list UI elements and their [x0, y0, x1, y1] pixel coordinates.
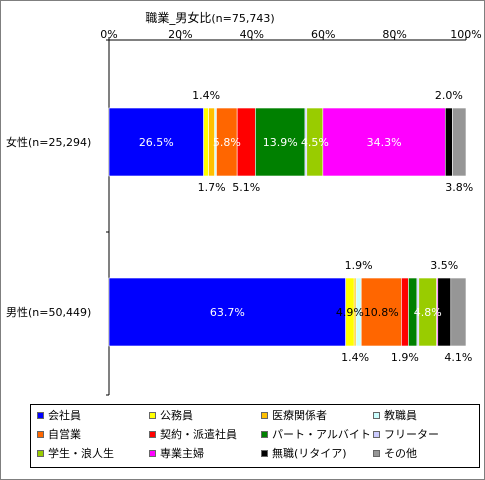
bar-segment [401, 277, 409, 347]
data-label: 13.9% [263, 136, 298, 149]
x-tick-label: 60% [311, 28, 335, 41]
x-tick-label: 0% [100, 28, 117, 41]
category-label: 女性(n=25,294) [6, 135, 91, 149]
legend-item: 専業主婦 [149, 447, 204, 461]
legend-swatch [261, 412, 268, 419]
data-label: 4.1% [444, 351, 472, 364]
bar-segment [108, 277, 346, 347]
x-tick-label: 20% [168, 28, 192, 41]
data-label: 3.5% [430, 259, 458, 272]
legend-label: 教職員 [384, 409, 417, 422]
chart-title: 職業_男女比(n=75,743) [0, 9, 420, 26]
data-label: 4.5% [301, 136, 329, 149]
data-label: 1.9% [345, 259, 373, 272]
legend-item: 医療関係者 [261, 409, 327, 423]
x-tick-label: 40% [240, 28, 264, 41]
x-tick-label: 100% [450, 28, 481, 41]
legend-swatch [149, 450, 156, 457]
legend-label: 学生・浪人生 [48, 447, 114, 460]
legend-label: パート・アルバイト [272, 428, 371, 441]
data-label: 34.3% [367, 136, 402, 149]
data-label: 5.8% [213, 136, 241, 149]
chart-plot: 0% 20% 40% 60% 80% 100% 女性(n=25,294) 男性(n=50,44… [6, 28, 482, 396]
data-label: 5.1% [232, 181, 260, 194]
legend-item: 学生・浪人生 [37, 447, 114, 461]
bar-segment [452, 107, 467, 177]
bar-segment [450, 277, 467, 347]
x-tick-label: 80% [382, 28, 406, 41]
data-label: 1.9% [391, 351, 419, 364]
legend-swatch [37, 450, 44, 457]
legend-item: フリーター [373, 428, 439, 442]
legend-label: 自営業 [48, 428, 81, 441]
legend-item: 会社員 [37, 409, 81, 423]
legend-item: パート・アルバイト [261, 428, 371, 442]
legend-label: 契約・派遣社員 [160, 428, 237, 441]
legend-label: 無職(リタイア) [272, 447, 347, 460]
legend-item: 自営業 [37, 428, 81, 442]
data-label: 63.7% [210, 306, 245, 319]
legend-label: 会社員 [48, 409, 81, 422]
bar-segment [203, 107, 209, 177]
legend-label: 専業主婦 [160, 447, 204, 460]
legend-swatch [373, 450, 380, 457]
data-label: 10.8% [364, 306, 399, 319]
legend-swatch [149, 412, 156, 419]
chart-title-text: 職業_男女比 [145, 11, 212, 25]
data-label: 2.0% [435, 89, 463, 102]
legend-swatch [373, 431, 380, 438]
legend-item: 無職(リタイア) [261, 447, 347, 461]
legend-item: 公務員 [149, 409, 193, 423]
legend-label: 公務員 [160, 409, 193, 422]
chart-legend: 会社員 公務員 医療関係者 教職員自営業 契約・派遣社員 パート・アルバイト フリーター学生… [30, 404, 480, 468]
legend-swatch [373, 412, 380, 419]
legend-swatch [261, 450, 268, 457]
legend-label: その他 [384, 447, 417, 460]
legend-label: 医療関係者 [272, 409, 327, 422]
legend-swatch [149, 431, 156, 438]
data-label: 1.4% [341, 351, 369, 364]
legend-label: フリーター [384, 428, 439, 441]
legend-item: その他 [373, 447, 417, 461]
legend-swatch [261, 431, 268, 438]
data-label: 4.9% [336, 306, 364, 319]
bar-segment [360, 277, 402, 347]
bar-segment [444, 107, 453, 177]
chart-subtitle: (n=75,743) [211, 12, 275, 25]
legend-swatch [37, 431, 44, 438]
legend-swatch [37, 412, 44, 419]
data-label: 3.8% [445, 181, 473, 194]
bar-segment [255, 107, 306, 177]
bar-segment [108, 107, 204, 177]
category-label: 男性(n=50,449) [6, 305, 91, 319]
data-label: 26.5% [139, 136, 174, 149]
legend-item: 教職員 [373, 409, 417, 423]
data-label: 1.4% [192, 89, 220, 102]
data-label: 1.7% [198, 181, 226, 194]
legend-item: 契約・派遣社員 [149, 428, 237, 442]
data-label: 4.8% [414, 306, 442, 319]
